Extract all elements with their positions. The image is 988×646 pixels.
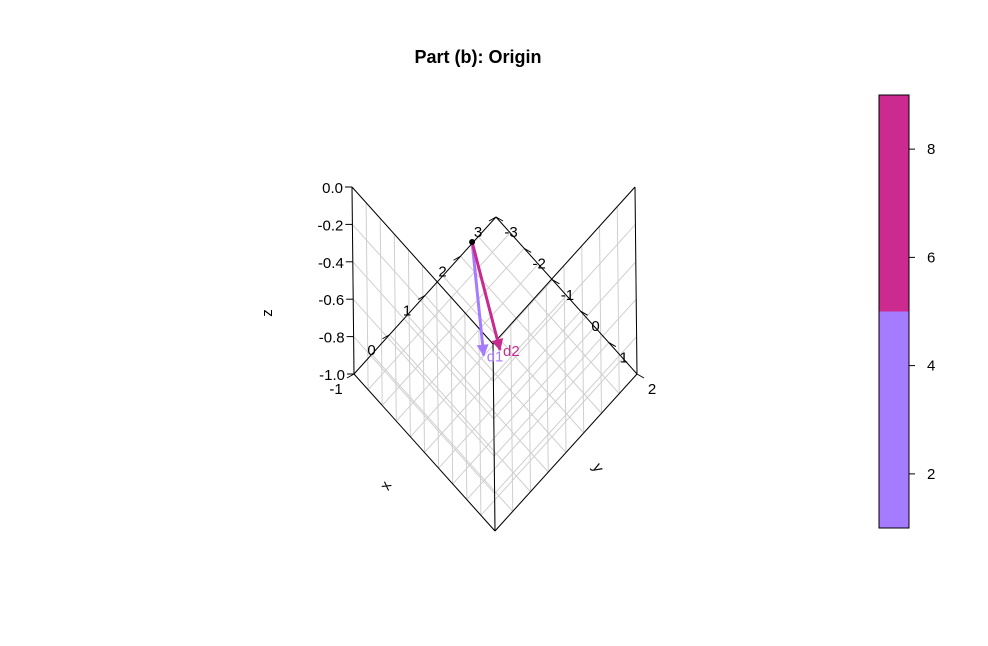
floor-grid-line xyxy=(466,342,610,500)
wall-grid-line xyxy=(616,206,620,394)
x-tick xyxy=(382,334,390,340)
box-edge xyxy=(351,186,494,345)
y-tick xyxy=(523,247,532,253)
x-tick xyxy=(417,295,426,300)
floor-grid-line xyxy=(367,232,511,391)
z-tick-label: -0.2 xyxy=(318,217,344,234)
z-tick-label: 0.0 xyxy=(322,180,343,197)
box-edge xyxy=(634,186,638,375)
z-tick-label: -0.6 xyxy=(318,292,344,309)
wall-grid-line xyxy=(563,265,567,453)
y-tick xyxy=(608,342,617,348)
wall-grid-line xyxy=(493,261,637,420)
x-tick-label: 1 xyxy=(403,303,411,320)
floor-grid-line xyxy=(480,357,624,516)
y-tick xyxy=(552,279,560,285)
wall-grid-line xyxy=(407,249,411,437)
x-axis-label: x xyxy=(377,478,396,493)
wall-grid-line xyxy=(494,336,637,494)
floor-grid-line xyxy=(452,326,596,485)
z-tick-label: -0.8 xyxy=(319,330,345,347)
box-edge xyxy=(351,186,355,375)
x-tick xyxy=(488,216,497,222)
colorbar-segment xyxy=(879,95,909,312)
wall-grid-line xyxy=(581,245,585,433)
axis-ticks: -1 0 1 2 3 -3 -2 -1 0 1 2 -1.0 -0.8 -0.6 -0.4 -0.2 0.0 xyxy=(318,180,657,398)
floor-grid-line xyxy=(438,310,581,469)
origin-point xyxy=(469,238,476,245)
vectors: d1 d2 xyxy=(469,238,520,365)
z-tick-label: -0.4 xyxy=(318,255,344,272)
vector-d2 xyxy=(470,241,504,352)
wall-grid-line xyxy=(510,324,514,512)
wall-grid-line xyxy=(352,298,495,457)
vector-label-d1: d1 xyxy=(487,348,504,365)
wall-grid-line xyxy=(599,226,602,414)
y-tick-label: 1 xyxy=(620,350,628,367)
wall-grid-line xyxy=(464,312,468,500)
box-edge xyxy=(495,216,638,375)
box-edge xyxy=(492,186,636,345)
x-tick-label: -1 xyxy=(329,381,342,398)
floor-grid-line xyxy=(424,295,567,453)
x-tick-label: 2 xyxy=(438,263,446,280)
y-tick xyxy=(580,310,588,316)
vector-label-d2: d2 xyxy=(503,343,520,360)
colorbar-tick-label: 2 xyxy=(927,466,935,483)
box-edge xyxy=(492,343,496,532)
y-tick-label: -3 xyxy=(504,224,517,241)
wall-grid-line xyxy=(493,298,637,457)
wall-grid-line xyxy=(379,218,383,406)
y-tick-label: 0 xyxy=(591,318,599,335)
colorbar-tick-label: 4 xyxy=(927,358,935,375)
y-tick-label: -1 xyxy=(561,287,574,304)
y-tick-label: -2 xyxy=(533,255,546,272)
y-tick xyxy=(636,373,645,379)
y-axis-label: y xyxy=(589,460,608,475)
vector-d1 xyxy=(470,241,489,357)
box-edge xyxy=(494,373,638,532)
wall-grid-line xyxy=(478,328,482,516)
wall-grid-line xyxy=(493,224,636,382)
floor-grid-line xyxy=(395,263,539,422)
wall-grid-line xyxy=(352,261,495,420)
wall-grid-line xyxy=(352,224,494,382)
wall-grid-line xyxy=(353,336,495,494)
wall-grid-line xyxy=(450,296,454,484)
colorbar-tick-label: 6 xyxy=(927,249,935,266)
x-tick-label: 0 xyxy=(367,342,375,359)
chart-title: Part (b): Origin xyxy=(415,47,542,67)
colorbar-tick-label: 8 xyxy=(927,141,935,158)
y-tick xyxy=(495,216,504,222)
z-tick-label: -1.0 xyxy=(319,367,345,384)
box-edge xyxy=(353,373,496,532)
x-tick-label: 3 xyxy=(474,224,482,241)
wall-grid-line xyxy=(365,202,369,390)
wall-grid-line xyxy=(436,281,440,469)
y-tick-label: 2 xyxy=(648,381,656,398)
x-tick xyxy=(346,373,355,379)
wall-grid-line xyxy=(528,304,531,492)
colorbar-segment xyxy=(879,311,909,528)
colorbar: 2 4 6 8 xyxy=(878,94,935,529)
x-tick xyxy=(453,255,461,261)
colorbar-frame xyxy=(878,94,910,529)
z-axis-label: z xyxy=(259,309,276,317)
wall-grid-line xyxy=(545,285,549,473)
floor-grid-line xyxy=(381,248,525,406)
